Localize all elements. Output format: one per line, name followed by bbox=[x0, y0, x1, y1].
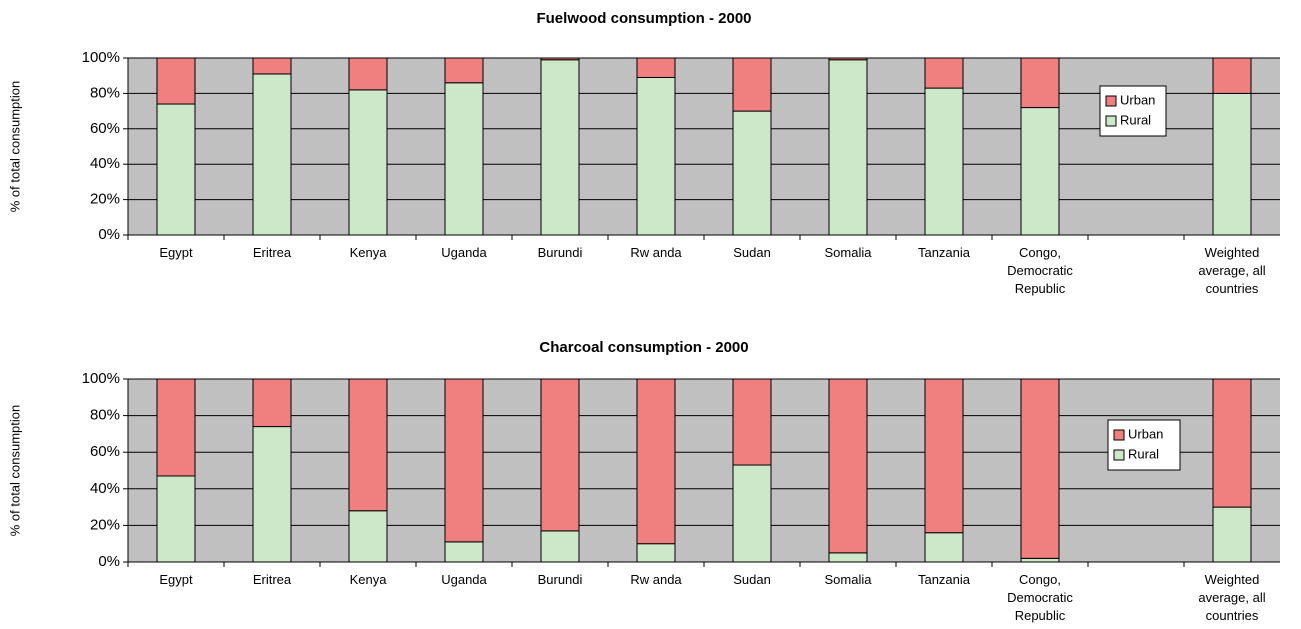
y-tick-label: 60% bbox=[90, 120, 120, 137]
x-tick-label: Uganda bbox=[441, 572, 487, 587]
bar-segment bbox=[636, 543, 676, 563]
x-tick-label: Rw anda bbox=[630, 245, 682, 260]
plot-area bbox=[128, 58, 1280, 235]
legend-label: Rural bbox=[1128, 446, 1159, 461]
x-tick-label: Uganda bbox=[441, 245, 487, 260]
x-tick-label: Egypt bbox=[159, 572, 193, 587]
bar-segment bbox=[156, 57, 196, 105]
bar-segment bbox=[732, 110, 772, 236]
bar-segment bbox=[828, 552, 868, 563]
y-tick-label: 0% bbox=[98, 553, 120, 570]
y-tick-label: 40% bbox=[90, 480, 120, 497]
bar-segment bbox=[1020, 57, 1060, 109]
bar-segment bbox=[1020, 378, 1060, 559]
y-tick-label: 40% bbox=[90, 155, 120, 172]
bar-segment bbox=[252, 378, 292, 428]
x-tick-label: Burundi bbox=[537, 572, 583, 587]
bar-segment bbox=[156, 103, 196, 236]
bar-segment bbox=[732, 57, 772, 112]
y-tick-label: 80% bbox=[90, 407, 120, 424]
x-tick-label: Somalia bbox=[824, 572, 872, 587]
bar-segment bbox=[444, 378, 484, 543]
chart-title: Fuelwood consumption - 2000 bbox=[536, 10, 751, 27]
bar-segment bbox=[348, 89, 388, 236]
bar-segment bbox=[924, 378, 964, 534]
bar-segment bbox=[348, 57, 388, 91]
y-tick-label: 100% bbox=[82, 370, 120, 387]
bar-segment bbox=[924, 532, 964, 563]
bar-segment bbox=[540, 57, 580, 61]
bar-segment bbox=[444, 541, 484, 563]
x-tick-label: Burundi bbox=[537, 245, 583, 260]
legend-label: Urban bbox=[1128, 426, 1163, 441]
bar-segment bbox=[924, 87, 964, 236]
bar-segment bbox=[156, 378, 196, 477]
bar-segment bbox=[252, 426, 292, 563]
bar-segment bbox=[444, 82, 484, 236]
legend-swatch bbox=[1113, 429, 1125, 441]
bar-segment bbox=[348, 510, 388, 563]
bar-segment bbox=[540, 378, 580, 532]
bar-segment bbox=[924, 57, 964, 89]
y-axis-label: % of total consumption bbox=[7, 405, 22, 537]
bar-segment bbox=[828, 378, 868, 554]
y-tick-label: 20% bbox=[90, 191, 120, 208]
x-tick-label: Rw anda bbox=[630, 572, 682, 587]
legend-swatch bbox=[1105, 115, 1117, 127]
legend-label: Rural bbox=[1120, 112, 1151, 127]
legend-swatch bbox=[1113, 449, 1125, 461]
x-tick-label: Congo, Democratic Republic bbox=[1007, 572, 1073, 623]
bar-segment bbox=[1212, 506, 1252, 563]
y-tick-label: 80% bbox=[90, 84, 120, 101]
bar-segment bbox=[1212, 57, 1252, 94]
x-tick-label: Weighted average, all countries bbox=[1198, 572, 1266, 623]
x-tick-label: Egypt bbox=[159, 245, 193, 260]
bar-segment bbox=[1212, 378, 1252, 508]
x-tick-label: Kenya bbox=[349, 245, 387, 260]
x-tick-label: Kenya bbox=[349, 572, 387, 587]
bar-segment bbox=[540, 530, 580, 563]
bar-segment bbox=[444, 57, 484, 84]
bar-segment bbox=[732, 378, 772, 466]
bar-segment bbox=[732, 464, 772, 563]
y-tick-label: 0% bbox=[98, 226, 120, 243]
x-tick-label: Sudan bbox=[733, 245, 771, 260]
x-tick-label: Somalia bbox=[824, 245, 872, 260]
bar-segment bbox=[1020, 107, 1060, 236]
plot-area bbox=[128, 379, 1280, 562]
legend-label: Urban bbox=[1120, 92, 1155, 107]
bar-segment bbox=[348, 378, 388, 512]
x-tick-label: Congo, Democratic Republic bbox=[1007, 245, 1073, 296]
bar-segment bbox=[156, 475, 196, 563]
bar-segment bbox=[636, 378, 676, 545]
legend-box bbox=[1099, 85, 1167, 137]
bar-segment bbox=[636, 76, 676, 236]
x-tick-label: Eritrea bbox=[252, 245, 292, 260]
bar-segment bbox=[540, 59, 580, 236]
x-tick-label: Weighted average, all countries bbox=[1198, 245, 1266, 296]
chart-title: Charcoal consumption - 2000 bbox=[539, 339, 748, 356]
legend-box bbox=[1107, 419, 1181, 471]
x-tick-label: Sudan bbox=[733, 572, 771, 587]
y-tick-label: 60% bbox=[90, 443, 120, 460]
bar-segment bbox=[1212, 92, 1252, 236]
bar-segment bbox=[636, 57, 676, 78]
bar-segment bbox=[252, 57, 292, 75]
y-tick-label: 20% bbox=[90, 516, 120, 533]
bar-segment bbox=[828, 59, 868, 236]
x-tick-label: Tanzania bbox=[917, 245, 971, 260]
x-tick-label: Tanzania bbox=[917, 572, 971, 587]
bar-segment bbox=[1020, 557, 1060, 563]
bar-segment bbox=[828, 57, 868, 61]
x-tick-label: Eritrea bbox=[252, 572, 292, 587]
bar-segment bbox=[252, 73, 292, 236]
y-axis-label: % of total consumption bbox=[7, 81, 22, 213]
legend-swatch bbox=[1105, 95, 1117, 107]
y-tick-label: 100% bbox=[82, 49, 120, 66]
